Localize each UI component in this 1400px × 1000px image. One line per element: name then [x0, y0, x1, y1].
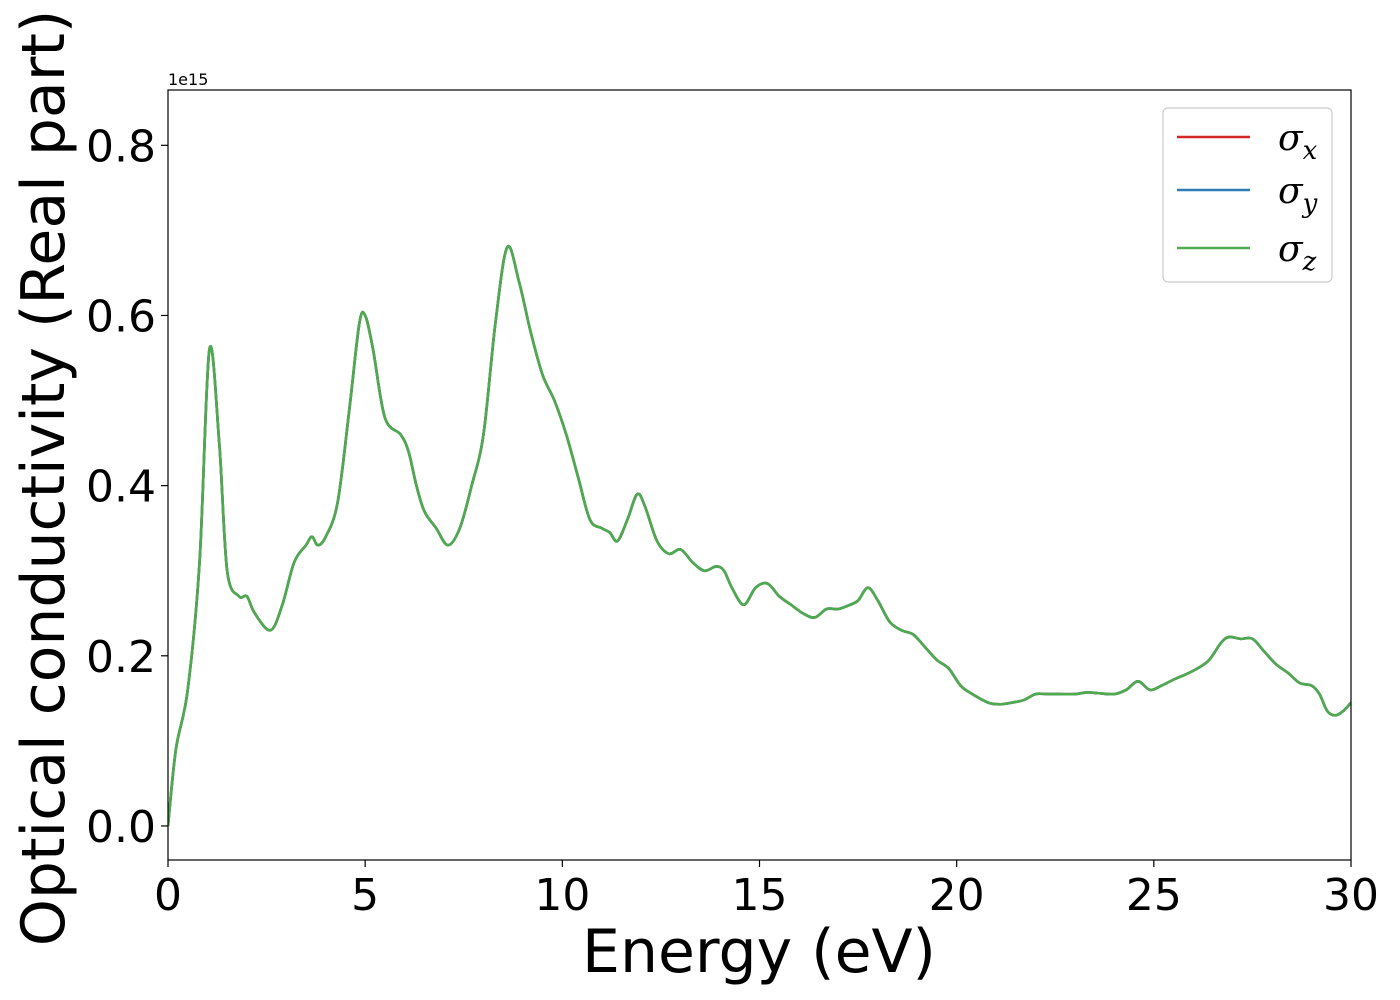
x-tick-label: 10 [534, 870, 590, 921]
legend-symbol: σ [1278, 171, 1304, 212]
x-tick-label: 5 [351, 870, 379, 921]
x-tick-label: 25 [1126, 870, 1182, 921]
series-line-x [168, 244, 1351, 827]
legend-label-y: σy [1278, 171, 1318, 219]
y-axis-ticks: 0.0 0.2 0.4 0.6 0.8 [86, 121, 168, 853]
y-offset-label: 1e15 [168, 70, 208, 89]
y-tick-label: 0.0 [86, 802, 156, 853]
legend-symbol: σ [1278, 118, 1304, 159]
x-tick-label: 20 [929, 870, 985, 921]
legend-symbol: σ [1278, 229, 1304, 270]
y-tick-label: 0.8 [86, 121, 156, 172]
series-line-z [168, 244, 1351, 827]
legend-subscript: x [1303, 136, 1318, 166]
x-axis-ticks: 0 5 10 15 20 25 30 [154, 860, 1379, 921]
y-tick-label: 0.6 [86, 291, 156, 342]
x-tick-label: 30 [1323, 870, 1379, 921]
legend-subscript: y [1302, 189, 1318, 219]
x-axis-label: Energy (eV) [582, 917, 936, 987]
legend-label-z: σz [1278, 229, 1317, 277]
x-tick-label: 15 [732, 870, 788, 921]
x-tick-label: 0 [154, 870, 182, 921]
series-layer [168, 244, 1351, 827]
legend-subscript: z [1302, 247, 1317, 277]
legend-box [1162, 107, 1333, 283]
y-axis-label: Optical conductivity (Real part) [9, 10, 79, 947]
y-tick-label: 0.2 [86, 632, 156, 683]
y-tick-label: 0.4 [86, 462, 156, 513]
legend-label-x: σx [1278, 118, 1318, 166]
series-line-y [168, 244, 1351, 827]
